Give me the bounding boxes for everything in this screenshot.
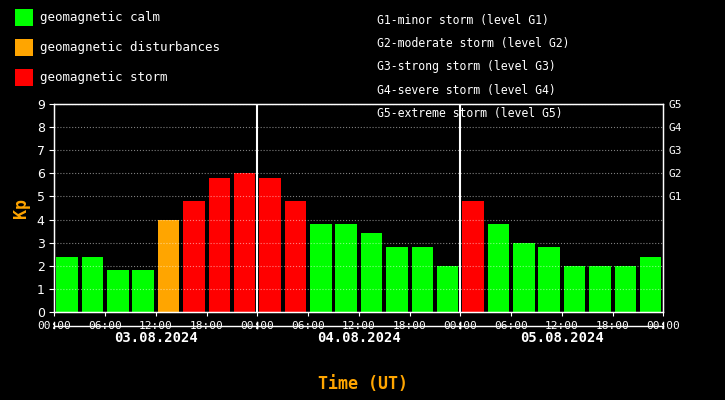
Text: 04.08.2024: 04.08.2024	[317, 331, 401, 345]
Text: 03.08.2024: 03.08.2024	[114, 331, 198, 345]
Text: G3-strong storm (level G3): G3-strong storm (level G3)	[377, 60, 556, 74]
Text: geomagnetic calm: geomagnetic calm	[40, 11, 160, 24]
Text: Time (UT): Time (UT)	[318, 375, 407, 393]
Text: G4-severe storm (level G4): G4-severe storm (level G4)	[377, 84, 556, 97]
Text: 05.08.2024: 05.08.2024	[520, 331, 604, 345]
Y-axis label: Kp: Kp	[12, 198, 30, 218]
Text: geomagnetic disturbances: geomagnetic disturbances	[40, 41, 220, 54]
Text: G2-moderate storm (level G2): G2-moderate storm (level G2)	[377, 37, 570, 50]
Bar	[82, 256, 103, 312]
Bar	[463, 201, 484, 312]
Bar	[513, 243, 534, 312]
Bar	[234, 173, 255, 312]
Bar	[615, 266, 636, 312]
Bar	[386, 247, 407, 312]
Bar	[539, 247, 560, 312]
Text: geomagnetic storm: geomagnetic storm	[40, 71, 167, 84]
Bar	[285, 201, 306, 312]
Bar	[412, 247, 433, 312]
Bar	[310, 224, 331, 312]
Bar	[640, 256, 661, 312]
Bar	[183, 201, 204, 312]
Text: G1-minor storm (level G1): G1-minor storm (level G1)	[377, 14, 549, 27]
Bar	[336, 224, 357, 312]
Text: G5-extreme storm (level G5): G5-extreme storm (level G5)	[377, 107, 563, 120]
Bar	[133, 270, 154, 312]
Bar	[589, 266, 610, 312]
Bar	[437, 266, 458, 312]
Bar	[564, 266, 585, 312]
Bar	[260, 178, 281, 312]
Bar	[361, 234, 382, 312]
Bar	[57, 256, 78, 312]
Bar	[488, 224, 509, 312]
Bar	[209, 178, 230, 312]
Bar	[158, 220, 179, 312]
Bar	[107, 270, 128, 312]
